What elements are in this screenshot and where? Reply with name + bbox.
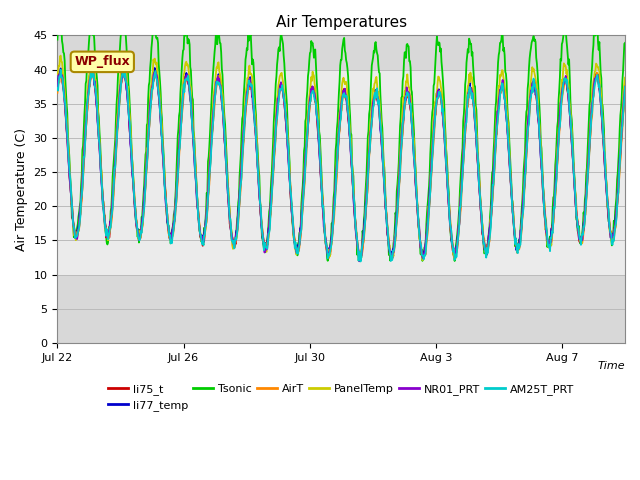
Line: PanelTemp: PanelTemp [58, 56, 625, 260]
Line: AM25T_PRT: AM25T_PRT [58, 69, 625, 262]
AM25T_PRT [291, 245, 299, 251]
Tsonic [451, 258, 458, 264]
NR01_PRT [260, 250, 268, 255]
PanelTemp [419, 257, 426, 263]
li77_temp [513, 242, 521, 248]
NR01_PRT [513, 244, 521, 250]
AirT [54, 90, 61, 96]
Y-axis label: Air Temperature (C): Air Temperature (C) [15, 128, 28, 251]
Tsonic [513, 246, 521, 252]
NR01_PRT [188, 108, 195, 114]
AirT [451, 256, 459, 262]
Title: Air Temperatures: Air Temperatures [276, 15, 407, 30]
AirT [58, 70, 65, 75]
Legend: li75_t, li77_temp, Tsonic, AirT, PanelTemp, NR01_PRT, AM25T_PRT: li75_t, li77_temp, Tsonic, AirT, PanelTe… [104, 379, 579, 416]
PanelTemp [513, 246, 521, 252]
Tsonic [621, 40, 629, 46]
PanelTemp [75, 228, 83, 234]
AM25T_PRT [356, 259, 364, 264]
PanelTemp [376, 101, 383, 107]
li75_t [388, 256, 396, 262]
AirT [621, 85, 629, 91]
li75_t [513, 246, 521, 252]
Tsonic [182, 17, 190, 23]
AM25T_PRT [260, 240, 268, 246]
AirT [376, 114, 383, 120]
Tsonic [188, 84, 195, 89]
li75_t [291, 238, 299, 244]
AirT [75, 228, 83, 234]
NR01_PRT [54, 84, 61, 90]
li77_temp [376, 115, 383, 120]
AirT [260, 246, 268, 252]
li77_temp [54, 84, 61, 90]
PanelTemp [291, 242, 299, 248]
AirT [188, 106, 195, 111]
Tsonic [291, 237, 299, 243]
Tsonic [74, 221, 82, 227]
AirT [513, 250, 521, 256]
li75_t [74, 228, 82, 233]
Tsonic [376, 71, 383, 76]
NR01_PRT [74, 229, 82, 235]
AirT [291, 237, 299, 242]
li75_t [260, 244, 268, 250]
li77_temp [388, 255, 396, 261]
Bar [58, 70, 625, 275]
AM25T_PRT [74, 230, 82, 236]
NR01_PRT [376, 125, 384, 131]
NR01_PRT [119, 66, 127, 72]
Text: WP_flux: WP_flux [74, 55, 130, 68]
NR01_PRT [291, 242, 299, 248]
Line: NR01_PRT: NR01_PRT [58, 69, 625, 261]
li77_temp [621, 81, 629, 87]
li77_temp [74, 227, 82, 232]
AM25T_PRT [119, 66, 127, 72]
PanelTemp [260, 246, 268, 252]
Tsonic [54, 37, 61, 43]
AM25T_PRT [621, 84, 629, 90]
AM25T_PRT [188, 112, 195, 118]
NR01_PRT [355, 258, 363, 264]
li75_t [621, 84, 629, 89]
Tsonic [260, 245, 268, 251]
li75_t [88, 69, 96, 75]
Line: li77_temp: li77_temp [58, 68, 625, 258]
li77_temp [188, 112, 195, 118]
Text: Time: Time [597, 361, 625, 372]
Line: AirT: AirT [58, 72, 625, 259]
PanelTemp [54, 71, 61, 77]
NR01_PRT [621, 84, 629, 89]
li77_temp [260, 245, 268, 251]
AM25T_PRT [513, 250, 521, 255]
AM25T_PRT [54, 85, 61, 91]
PanelTemp [188, 102, 195, 108]
AM25T_PRT [376, 120, 384, 125]
Line: li75_t: li75_t [58, 72, 625, 259]
PanelTemp [621, 75, 629, 81]
li75_t [376, 113, 383, 119]
li75_t [54, 86, 61, 92]
li77_temp [291, 241, 299, 247]
Line: Tsonic: Tsonic [58, 20, 625, 261]
li75_t [188, 113, 195, 119]
PanelTemp [57, 53, 65, 59]
li77_temp [151, 65, 159, 71]
